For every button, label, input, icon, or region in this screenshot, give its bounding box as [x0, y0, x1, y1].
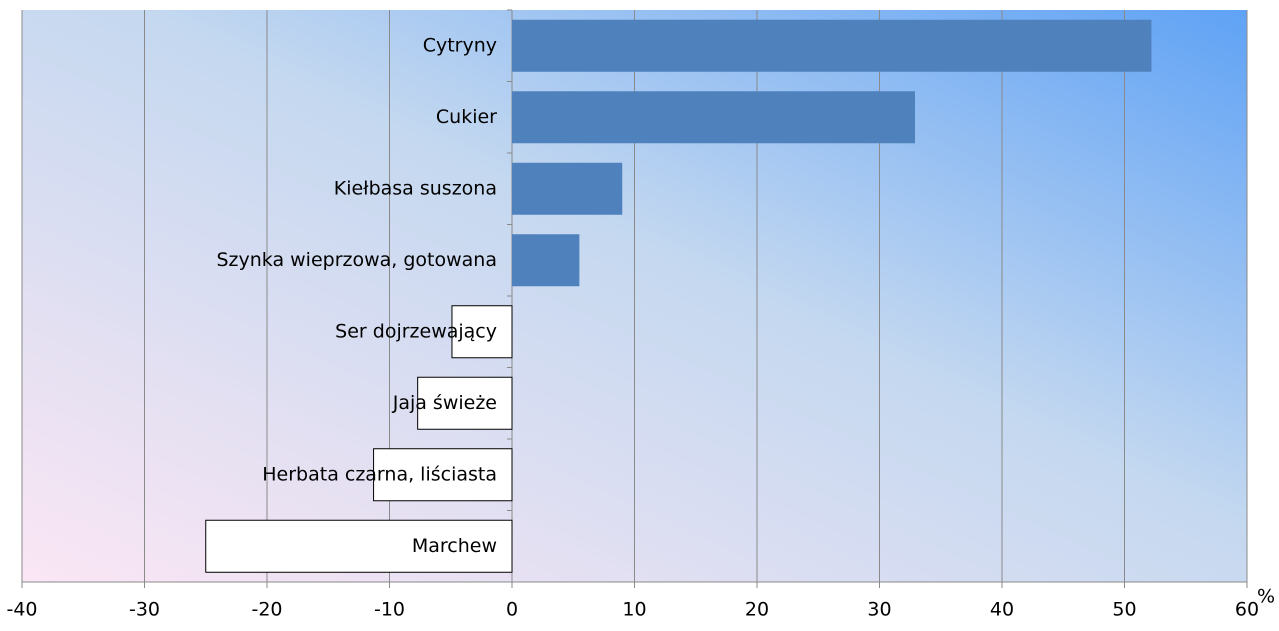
x-tick-label: -10 [374, 599, 405, 621]
bar [417, 376, 513, 430]
x-tick-label: 20 [745, 599, 769, 621]
x-tick-label: 0 [506, 599, 518, 621]
x-tick-label: 60 [1235, 599, 1259, 621]
x-tick-label: 30 [867, 599, 891, 621]
category-label: Kiełbasa suszona [334, 177, 497, 199]
category-label: Cukier [436, 106, 497, 128]
x-tick-label: -20 [251, 599, 282, 621]
bar [512, 91, 916, 144]
x-tick-label: 40 [990, 599, 1014, 621]
bar [512, 234, 580, 287]
bar [512, 162, 623, 215]
bar [373, 448, 513, 502]
x-tick-label: -30 [129, 599, 160, 621]
x-axis-label: % [1257, 586, 1275, 608]
category-label: Szynka wieprzowa, gotowana [216, 249, 497, 271]
bar [451, 305, 513, 359]
x-tick-label: -40 [6, 599, 37, 621]
category-label: Herbata czarna, liściasta [262, 463, 497, 485]
category-label: Jaja świeże [392, 392, 497, 414]
bar [205, 519, 513, 573]
category-label: Ser dojrzewający [335, 320, 497, 342]
category-label: Cytryny [423, 34, 497, 56]
x-tick-label: 10 [622, 599, 646, 621]
bar [512, 19, 1152, 72]
category-label: Marchew [412, 535, 497, 557]
x-tick-label: 50 [1112, 599, 1136, 621]
